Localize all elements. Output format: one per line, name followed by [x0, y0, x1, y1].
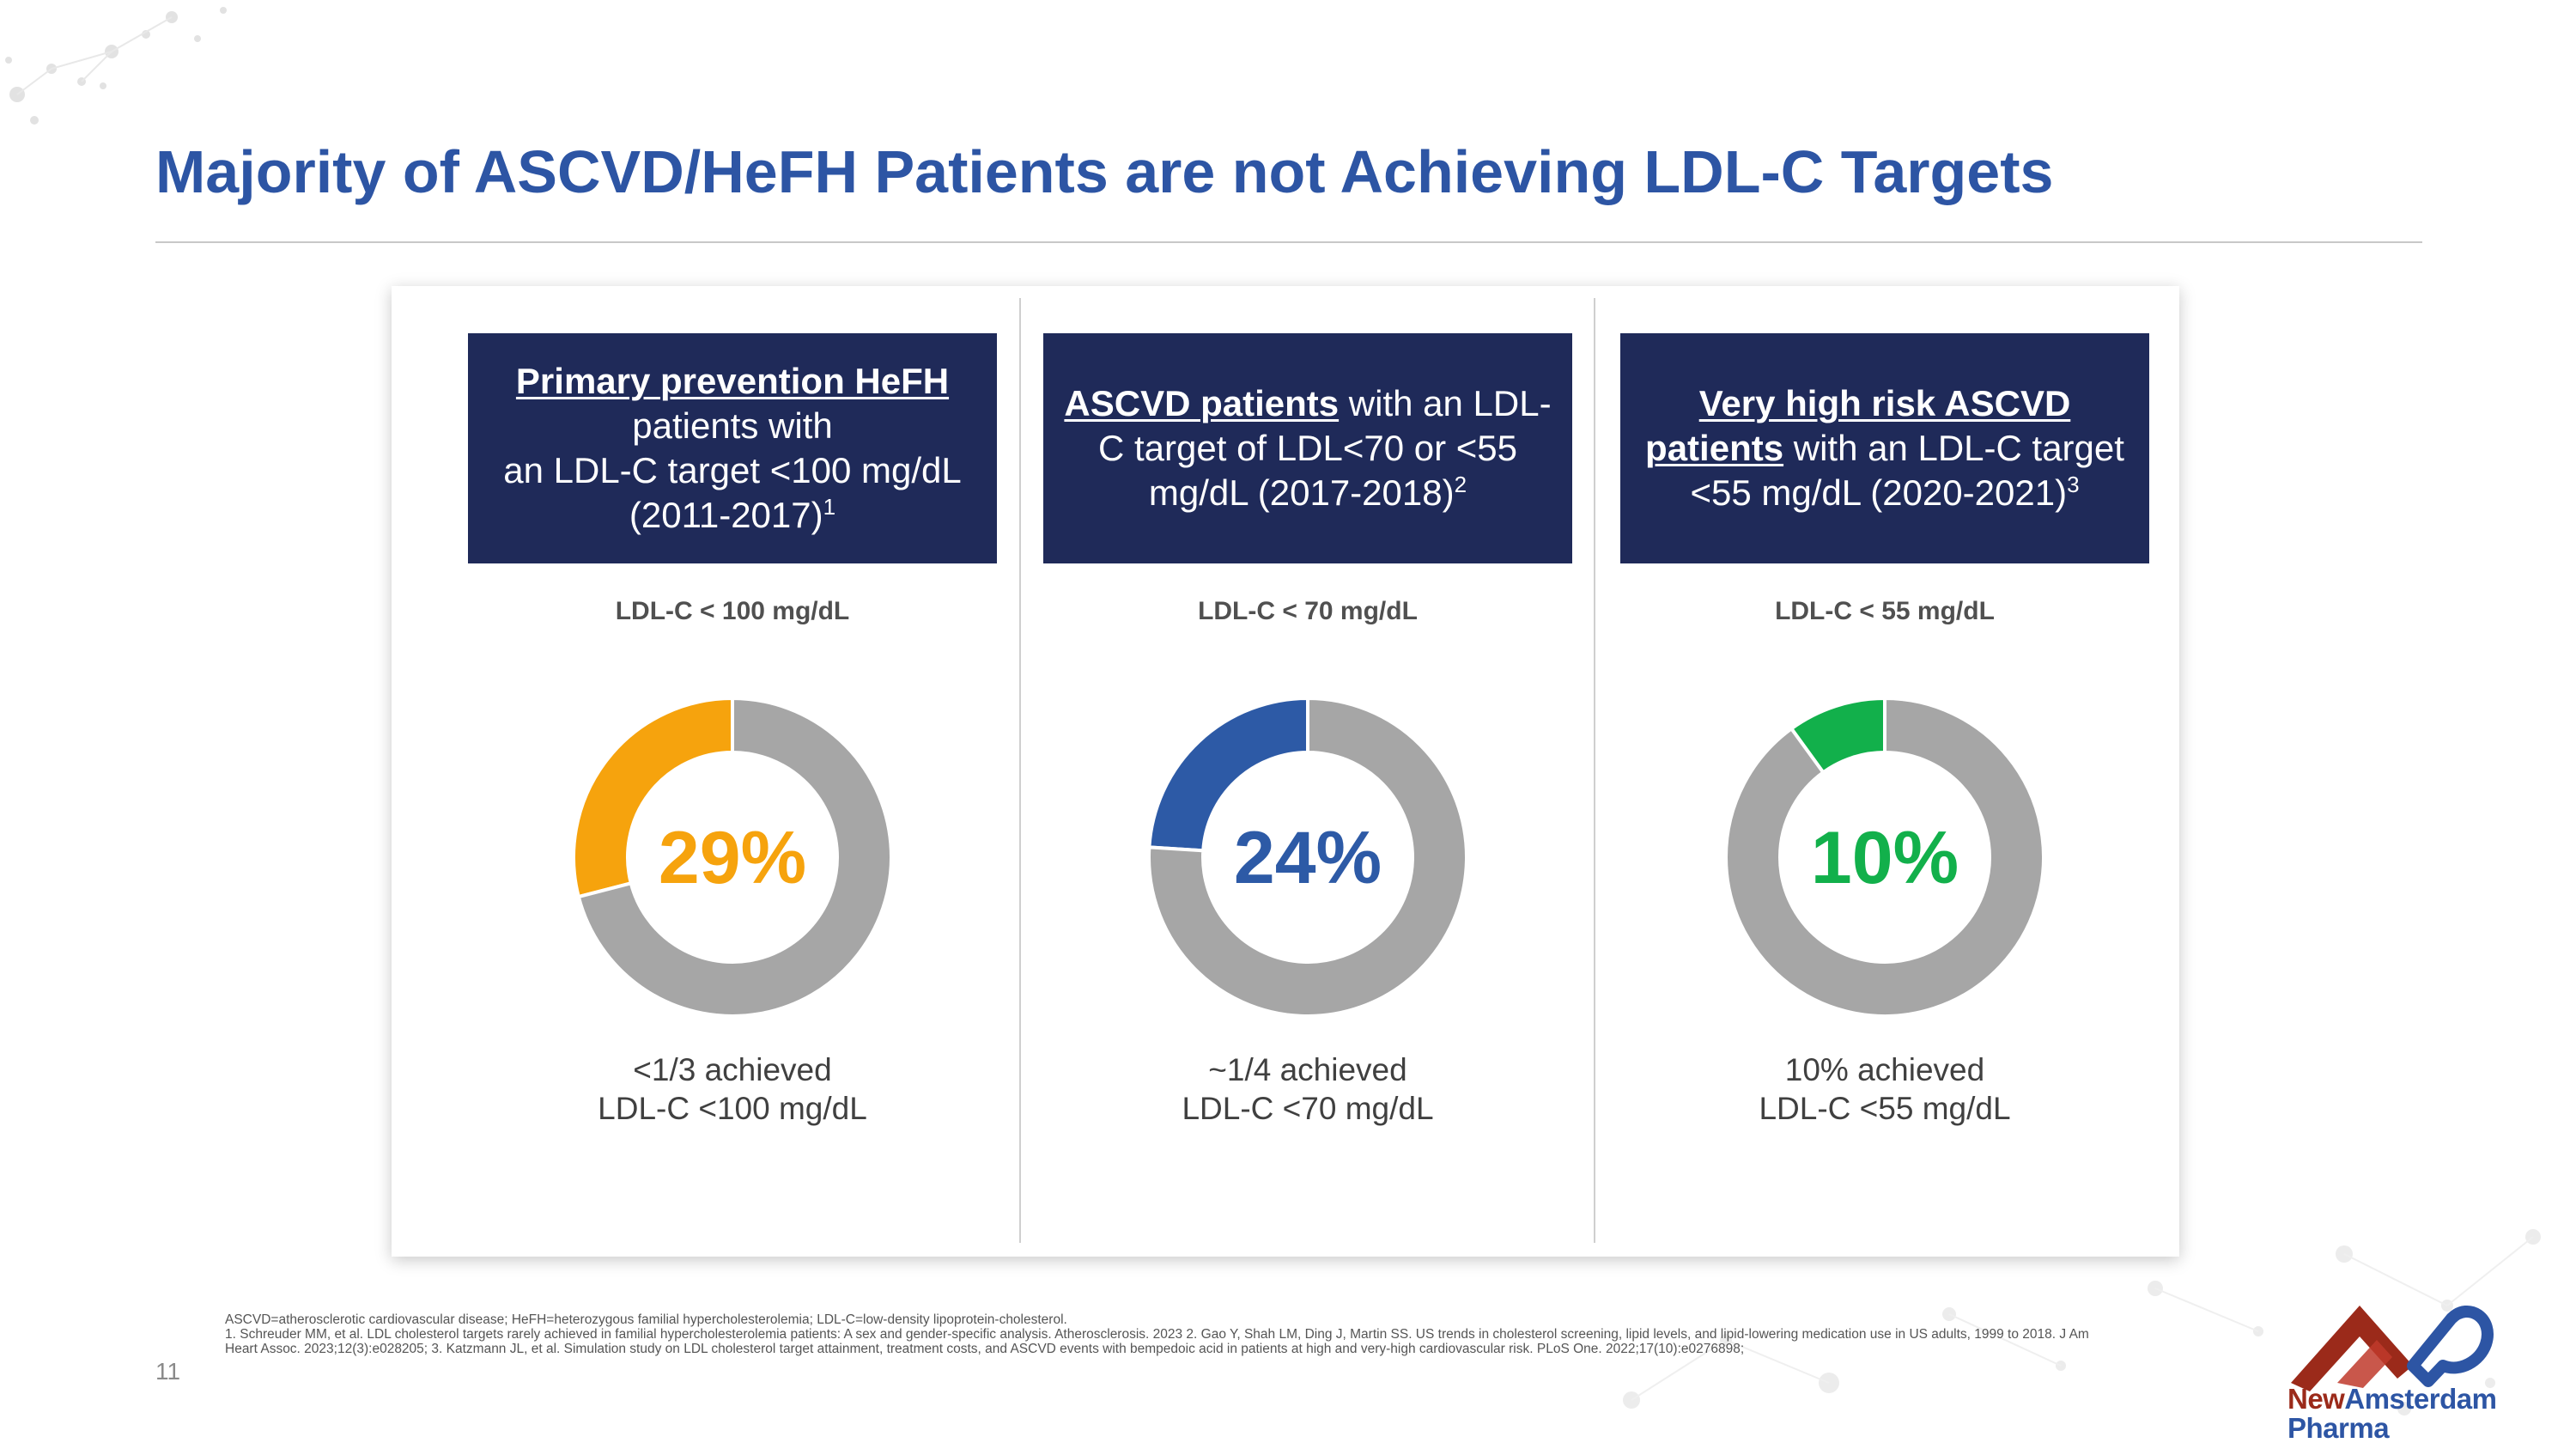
footnote-references: 1. Schreuder MM, et al. LDL cholesterol …	[225, 1327, 2089, 1356]
caption-line: LDL-C <70 mg/dL	[1182, 1091, 1434, 1126]
header-text: an LDL-C target <100 mg/dL (2011-2017)	[503, 450, 962, 535]
caption-line: <1/3 achieved	[633, 1052, 832, 1087]
footnote-abbreviations: ASCVD=atherosclerotic cardiovascular dis…	[225, 1312, 1067, 1327]
donut-center-percent: 10%	[1811, 817, 1959, 899]
donut-slice-achieved	[574, 698, 734, 899]
panel-very-high-risk: Very high risk ASCVD patients with an LD…	[1544, 286, 2149, 1257]
panel-hefh: Primary prevention HeFH patients with an…	[392, 286, 997, 1257]
page-number: 11	[155, 1358, 181, 1385]
donut-slice-achieved	[1149, 698, 1309, 853]
chart-card: Primary prevention HeFH patients with an…	[392, 286, 2179, 1257]
footnotes: ASCVD=atherosclerotic cardiovascular dis…	[225, 1312, 2114, 1356]
panel-header: ASCVD patients with an LDL-C target of L…	[1043, 333, 1572, 563]
achievement-caption: <1/3 achieved LDL-C <100 mg/dL	[468, 1050, 997, 1128]
logo-wordmark: NewAmsterdam Pharma	[2287, 1383, 2497, 1444]
donut-center-percent: 29%	[659, 817, 806, 899]
header-text: with an LDL-C target of LDL<70 or <55 mg…	[1098, 383, 1552, 513]
donut-slice-not-achieved	[1149, 698, 1467, 1016]
footnote-ref: 1	[823, 494, 836, 520]
newamsterdam-logo-icon	[2291, 1306, 2494, 1391]
achievement-caption: ~1/4 achieved LDL-C <70 mg/dL	[1043, 1050, 1572, 1128]
header-text: patients with	[632, 405, 833, 446]
panel-ascvd: ASCVD patients with an LDL-C target of L…	[967, 286, 1572, 1257]
column-divider	[1019, 298, 1021, 1243]
donut-chart: 10%	[1726, 698, 2044, 1016]
caption-line: ~1/4 achieved	[1208, 1052, 1407, 1087]
title-divider	[155, 241, 2422, 243]
donut-chart: 29%	[574, 698, 891, 1016]
panel-header: Primary prevention HeFH patients with an…	[468, 333, 997, 563]
caption-line: LDL-C <55 mg/dL	[1759, 1091, 2011, 1126]
caption-line: LDL-C <100 mg/dL	[598, 1091, 867, 1126]
molecule-decoration-bottom-icon	[1623, 1229, 2541, 1416]
header-bold: Very high risk ASCVD	[1698, 383, 2071, 423]
footnote-ref: 3	[2067, 472, 2080, 497]
donut-slice-not-achieved	[1726, 698, 2044, 1016]
logo-word-amsterdam: Amsterdam	[2344, 1383, 2497, 1415]
logo-word-pharma: Pharma	[2287, 1412, 2390, 1444]
caption-line: 10% achieved	[1784, 1052, 1985, 1087]
page-title: Majority of ASCVD/HeFH Patients are not …	[155, 138, 2054, 205]
header-bold: Primary prevention HeFH	[515, 361, 950, 401]
footnote-ref: 2	[1454, 472, 1467, 497]
molecule-decoration-icon	[5, 7, 227, 125]
achievement-caption: 10% achieved LDL-C <55 mg/dL	[1620, 1050, 2149, 1128]
header-bold: patients	[1645, 428, 1784, 468]
donut-slice-achieved	[1789, 698, 1886, 776]
logo-word-new: New	[2287, 1383, 2345, 1415]
donut-center-percent: 24%	[1234, 817, 1382, 899]
panel-header: Very high risk ASCVD patients with an LD…	[1620, 333, 2149, 563]
header-text: with an LDL-C target <55 mg/dL (2020-202…	[1690, 428, 2124, 513]
header-bold: ASCVD patients	[1064, 383, 1340, 423]
donut-chart: 24%	[1149, 698, 1467, 1016]
target-label: LDL-C < 55 mg/dL	[1775, 597, 1995, 625]
target-label: LDL-C < 70 mg/dL	[1198, 597, 1418, 625]
column-divider	[1594, 298, 1595, 1243]
donut-slice-not-achieved	[576, 698, 891, 1016]
target-label: LDL-C < 100 mg/dL	[615, 597, 850, 625]
